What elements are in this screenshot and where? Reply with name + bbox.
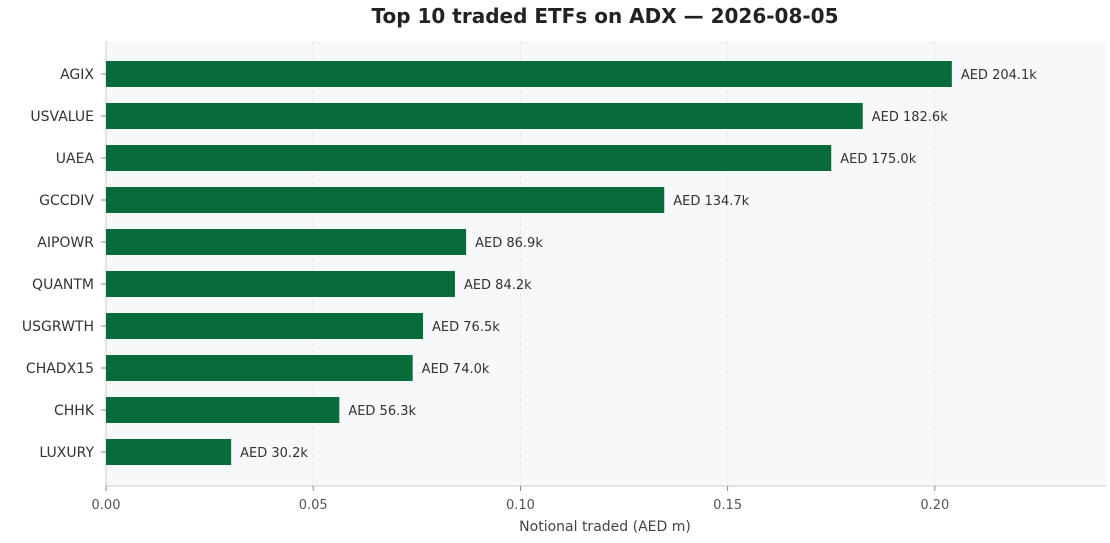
y-tick-label: AGIX — [60, 67, 94, 83]
value-label: AED 182.6k — [872, 110, 948, 125]
bar-chadx15 — [106, 355, 413, 381]
value-labels: AED 204.1k AED 182.6k AED 175.0k AED 134.7k… — [240, 68, 1037, 461]
y-tick-label: CHHK — [54, 403, 95, 419]
value-label: AED 76.5k — [432, 320, 500, 335]
value-label: AED 175.0k — [840, 152, 916, 167]
bar-gccdiv — [106, 187, 665, 213]
value-label: AED 134.7k — [673, 194, 749, 209]
value-label: AED 86.9k — [475, 236, 543, 251]
value-label: AED 56.3k — [348, 404, 416, 419]
bar-chhk — [106, 397, 340, 423]
y-tick-label: UAEA — [56, 151, 95, 167]
bar-uaea — [106, 145, 832, 171]
y-tick-labels: AGIX USVALUE UAEA GCCDIV AIPOWR QUANTM USGRWTH… — [22, 67, 95, 461]
bar-quantm — [106, 271, 455, 297]
y-tick-label: USGRWTH — [22, 319, 94, 335]
x-tick-labels: 0.00 0.05 0.10 0.15 0.20 — [92, 498, 950, 513]
value-label: AED 84.2k — [464, 278, 532, 293]
y-tick-label: AIPOWR — [37, 235, 94, 251]
x-tick-label: 0.20 — [920, 498, 949, 513]
y-tick-label: GCCDIV — [39, 193, 94, 209]
y-tick-label: LUXURY — [39, 445, 94, 461]
x-tick-label: 0.15 — [713, 498, 742, 513]
bar-usgrwth — [106, 313, 424, 339]
value-label: AED 74.0k — [422, 362, 490, 377]
bar-luxury — [106, 439, 232, 465]
x-tick-label: 0.00 — [92, 498, 121, 513]
bar-agix — [106, 61, 952, 87]
bars — [106, 61, 952, 465]
x-tick-label: 0.10 — [506, 498, 535, 513]
y-tick-label: QUANTM — [32, 277, 94, 293]
y-tick-label: CHADX15 — [26, 361, 94, 377]
x-axis-title: Notional traded (AED m) — [519, 519, 691, 535]
value-label: AED 30.2k — [240, 446, 308, 461]
y-tick-label: USVALUE — [30, 109, 94, 125]
x-tick-label: 0.05 — [299, 498, 328, 513]
bar-usvalue — [106, 103, 863, 129]
bar-aipowr — [106, 229, 467, 255]
chart-title: Top 10 traded ETFs on ADX — 2026-08-05 — [371, 4, 838, 28]
value-label: AED 204.1k — [961, 68, 1037, 83]
